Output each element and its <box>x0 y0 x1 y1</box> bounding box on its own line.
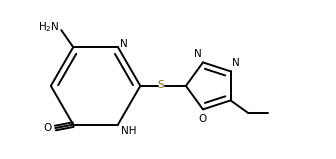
Text: N: N <box>120 39 128 49</box>
Text: O: O <box>44 123 52 133</box>
Text: H$_2$N: H$_2$N <box>38 20 59 34</box>
Text: N: N <box>194 48 201 59</box>
Text: O: O <box>199 114 207 124</box>
Text: S: S <box>158 80 164 90</box>
Text: N: N <box>232 58 240 68</box>
Text: NH: NH <box>121 126 136 136</box>
